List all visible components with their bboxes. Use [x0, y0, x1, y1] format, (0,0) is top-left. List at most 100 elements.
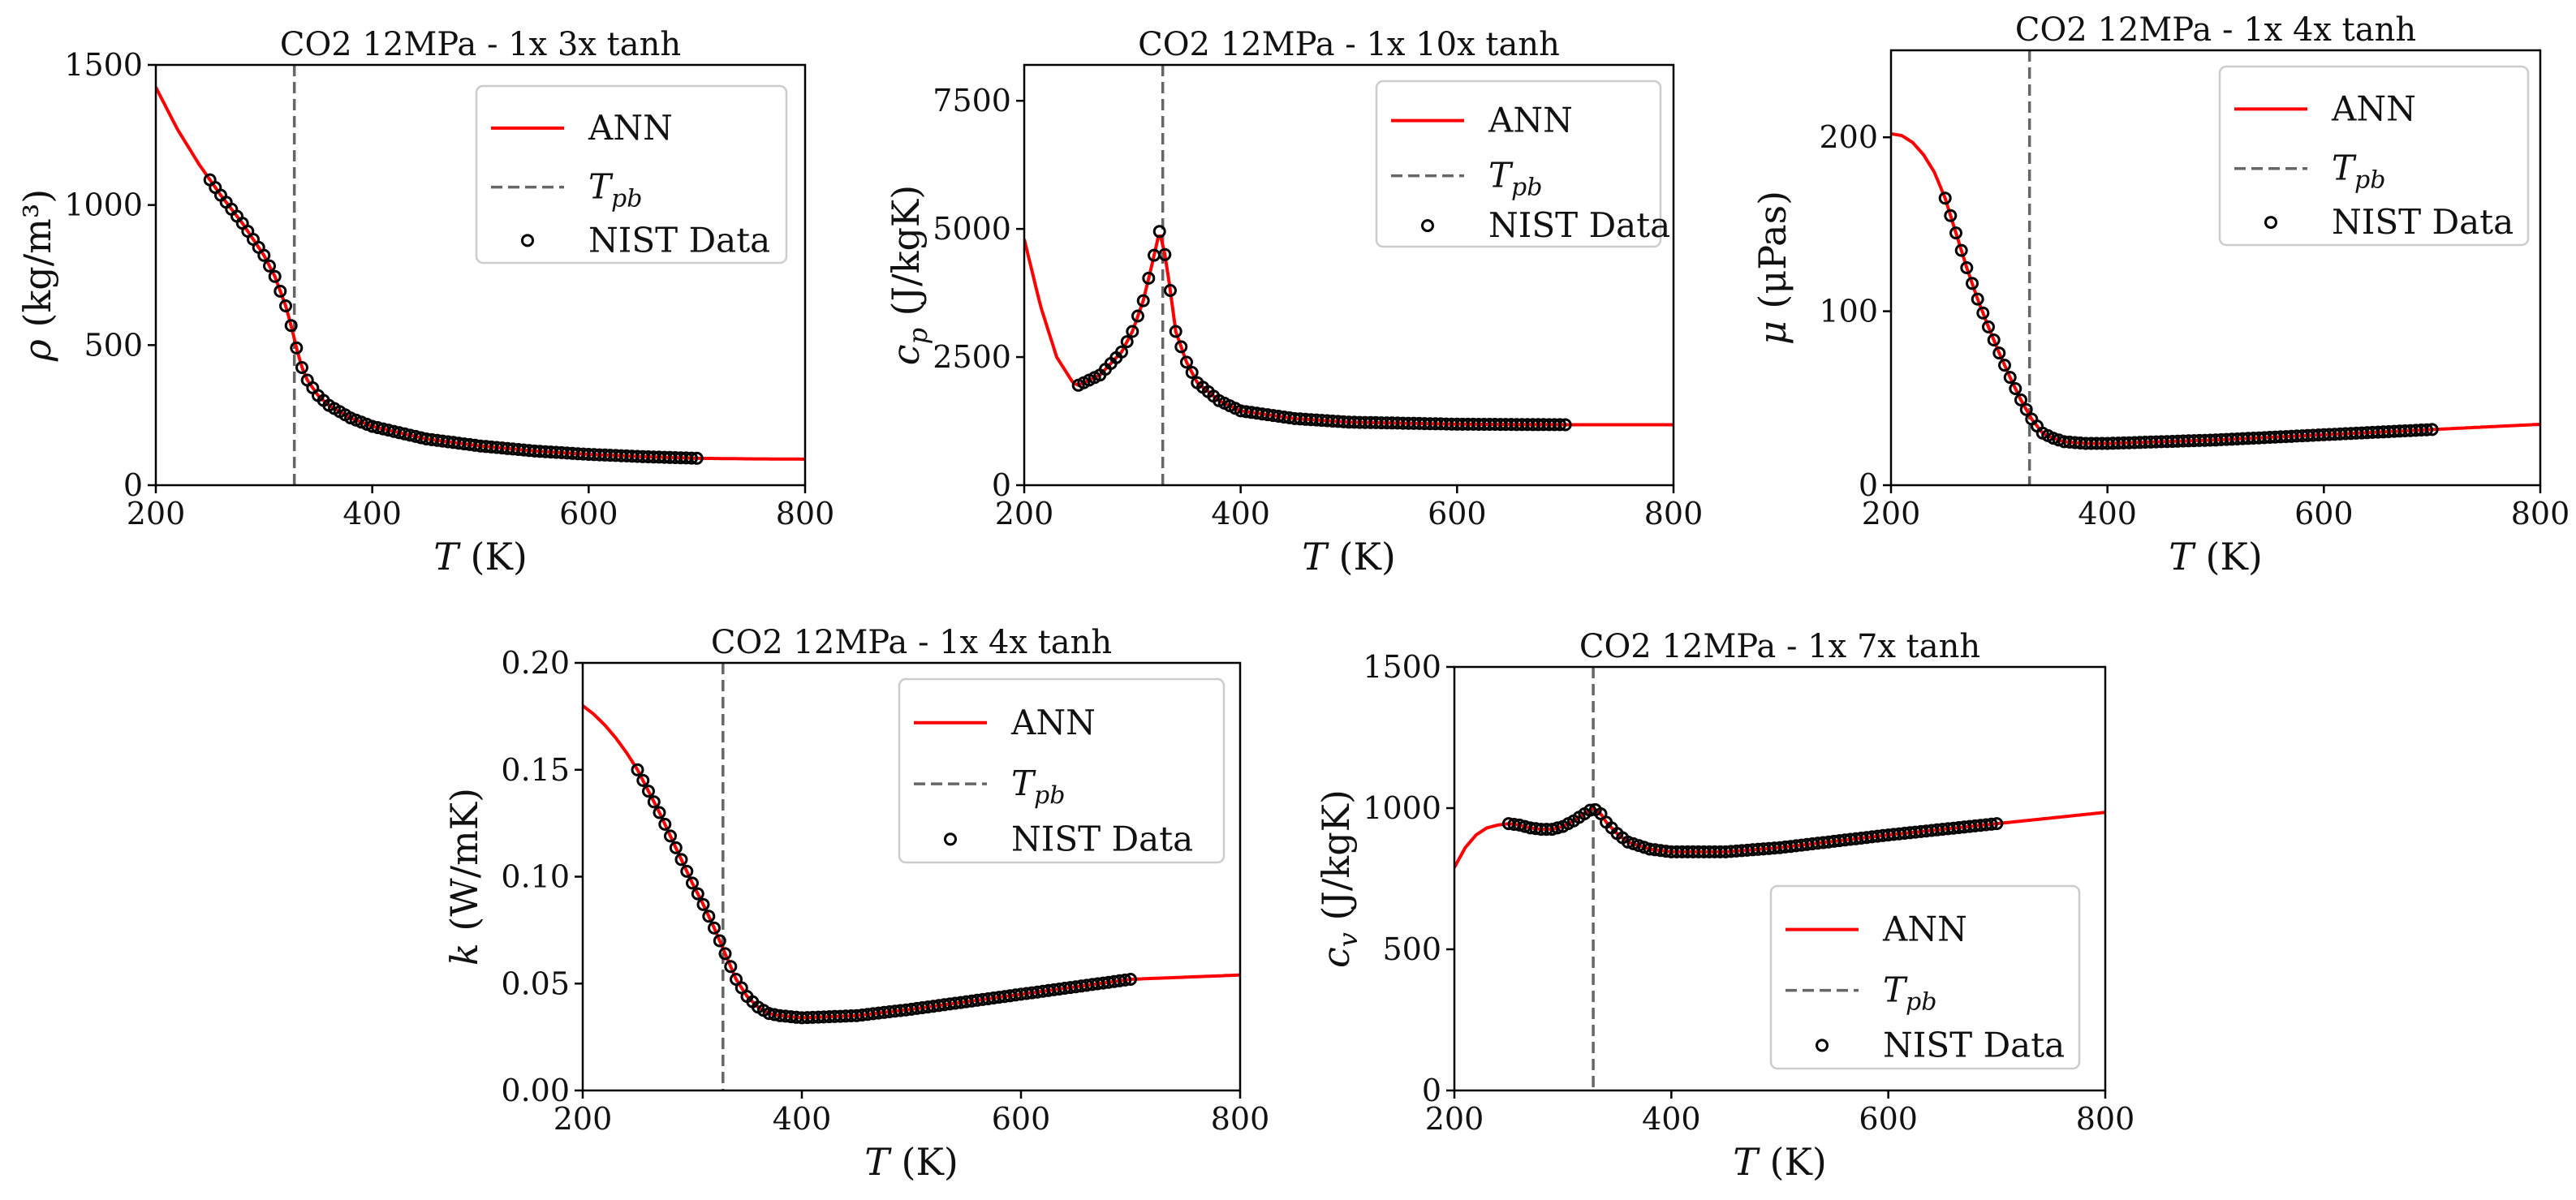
nist-data-point: [1558, 418, 1572, 432]
nist-data-point: [1982, 320, 1995, 333]
nist-data-point: [658, 817, 672, 831]
x-tick-label: 600: [1859, 1101, 1918, 1137]
legend-nist-label: NIST Data: [2332, 202, 2514, 242]
nist-data-point: [1126, 325, 1139, 338]
chart-title: CO2 12MPa - 1x 4x tanh: [2015, 11, 2416, 49]
legend-frame: [1769, 884, 2081, 1070]
chart-panel-cv: CO2 12MPa - 1x 7x tanh 200 400 600 800 0 500 10…: [1314, 628, 2134, 1184]
y-tick-label: 0.10: [501, 859, 570, 895]
y-tick-label: 0.05: [501, 966, 570, 1001]
nist-data-point: [268, 269, 282, 283]
legend-frame: [898, 677, 1226, 864]
nist-data-point: [708, 921, 721, 935]
plot-frame: [154, 63, 807, 487]
y-tick-label: 500: [84, 327, 143, 363]
x-axis-label: T (K): [433, 535, 528, 578]
y-tick-label: 1500: [1363, 649, 1441, 685]
plot-frame: [1889, 49, 2542, 487]
chart-title: CO2 12MPa - 1x 4x tanh: [711, 624, 1112, 661]
ann-series-line: [1454, 806, 2105, 869]
x-tick-label: 600: [992, 1101, 1051, 1137]
y-tick-label: 0: [1859, 467, 1878, 503]
y-tick-label: 1000: [64, 187, 143, 223]
legend-tpb-label: Tpb: [1488, 156, 1542, 202]
nist-data-point: [1131, 309, 1144, 323]
nist-data-point: [1164, 284, 1177, 297]
nist-data-point: [1984, 817, 1998, 831]
nist-data-point: [718, 947, 732, 961]
nist-data-point: [691, 887, 704, 901]
y-axis-label: cv (J/kgK): [1314, 789, 1363, 968]
plot-area: [1891, 50, 2540, 485]
legend-frame: [475, 84, 788, 265]
chart-panel-density: CO2 12MPa - 1x 3x tanh 200 400 600 800 0 500 10…: [15, 26, 834, 578]
nist-data-point: [1938, 191, 1952, 205]
nist-data-point: [1583, 803, 1597, 817]
x-tick-label: 800: [2511, 496, 2570, 531]
chart-panel-conductivity: CO2 12MPa - 1x 4x tanh 200 400 600 800 0.00 0.…: [442, 624, 1269, 1184]
y-tick-label: 0: [992, 467, 1011, 503]
x-tick-label: 800: [1644, 496, 1704, 531]
legend-ann-label: ANN: [588, 108, 673, 148]
x-tick-label: 200: [127, 496, 186, 531]
chart-title: CO2 12MPa - 1x 10x tanh: [1138, 26, 1560, 63]
legend-nist-swatch: [1421, 219, 1434, 233]
nist-data-point: [1115, 345, 1128, 359]
x-tick-label: 200: [1425, 1101, 1484, 1137]
x-tick-label: 200: [995, 496, 1054, 531]
legend-tpb-label: Tpb: [588, 167, 642, 213]
nist-data-point: [274, 284, 287, 298]
legend-ann-label: ANN: [1882, 910, 1967, 949]
nist-data-point: [1966, 277, 1979, 290]
nist-data-point: [686, 876, 699, 890]
legend-nist-swatch: [1816, 1039, 1829, 1052]
legend-nist-label: NIST Data: [1011, 819, 1193, 858]
nist-data-point: [713, 934, 726, 948]
nist-data-point: [1992, 346, 2006, 360]
nist-data-point: [647, 795, 661, 809]
nist-data-point: [1180, 355, 1193, 369]
y-axis-label: μ (μPas): [1751, 191, 1794, 345]
nist-data-point: [295, 361, 308, 374]
chart-panel-viscosity: CO2 12MPa - 1x 4x tanh 200 400 600 800 0 100 20…: [1751, 11, 2570, 578]
legend-frame: [2218, 65, 2530, 247]
nist-data-point: [1174, 340, 1188, 354]
y-tick-label: 200: [1819, 119, 1878, 155]
nist-data-point: [669, 841, 683, 854]
legend: ANN Tpb NIST Data: [2218, 65, 2530, 247]
nist-data-point: [290, 341, 304, 355]
y-tick-label: 2500: [933, 339, 1011, 375]
chart-title: CO2 12MPa - 1x 3x tanh: [280, 26, 681, 63]
x-tick-label: 400: [2078, 496, 2137, 531]
nist-data-point: [284, 319, 298, 333]
nist-data-point: [1118, 973, 1132, 987]
nist-data-point: [1954, 243, 1968, 257]
nist-data-point: [702, 910, 716, 923]
chart-title: CO2 12MPa - 1x 7x tanh: [1579, 628, 1980, 665]
y-tick-label: 0: [123, 467, 143, 503]
x-tick-label: 600: [2294, 496, 2354, 531]
legend-nist-swatch: [2264, 216, 2277, 230]
nist-data-point: [2425, 423, 2439, 437]
nist-data-point: [674, 853, 688, 867]
nist-data-point: [724, 960, 738, 974]
plot-frame: [581, 661, 1242, 1092]
plot-frame: [1023, 63, 1675, 487]
legend-ann-label: ANN: [2331, 88, 2416, 128]
legend-nist-swatch: [944, 832, 957, 846]
legend-ann-label: ANN: [1010, 703, 1096, 742]
nist-data-point: [1142, 271, 1156, 285]
legend: ANN Tpb NIST Data: [1769, 884, 2081, 1070]
nist-data-point: [2420, 423, 2433, 437]
nist-data-point: [263, 259, 276, 273]
nist-data-point: [1152, 225, 1166, 239]
ann-series-line: [1024, 234, 1674, 427]
nist-data-point: [1949, 226, 1962, 240]
legend: ANN Tpb NIST Data: [475, 84, 788, 265]
chart-panel-cp: CO2 12MPa - 1x 10x tanh 200 400 600 800 0 2500…: [884, 26, 1703, 578]
plot-frame: [1453, 665, 2107, 1092]
x-tick-label: 800: [2076, 1101, 2135, 1137]
legend-tpb-label: Tpb: [1011, 763, 1065, 810]
nist-data-point: [1136, 294, 1150, 308]
